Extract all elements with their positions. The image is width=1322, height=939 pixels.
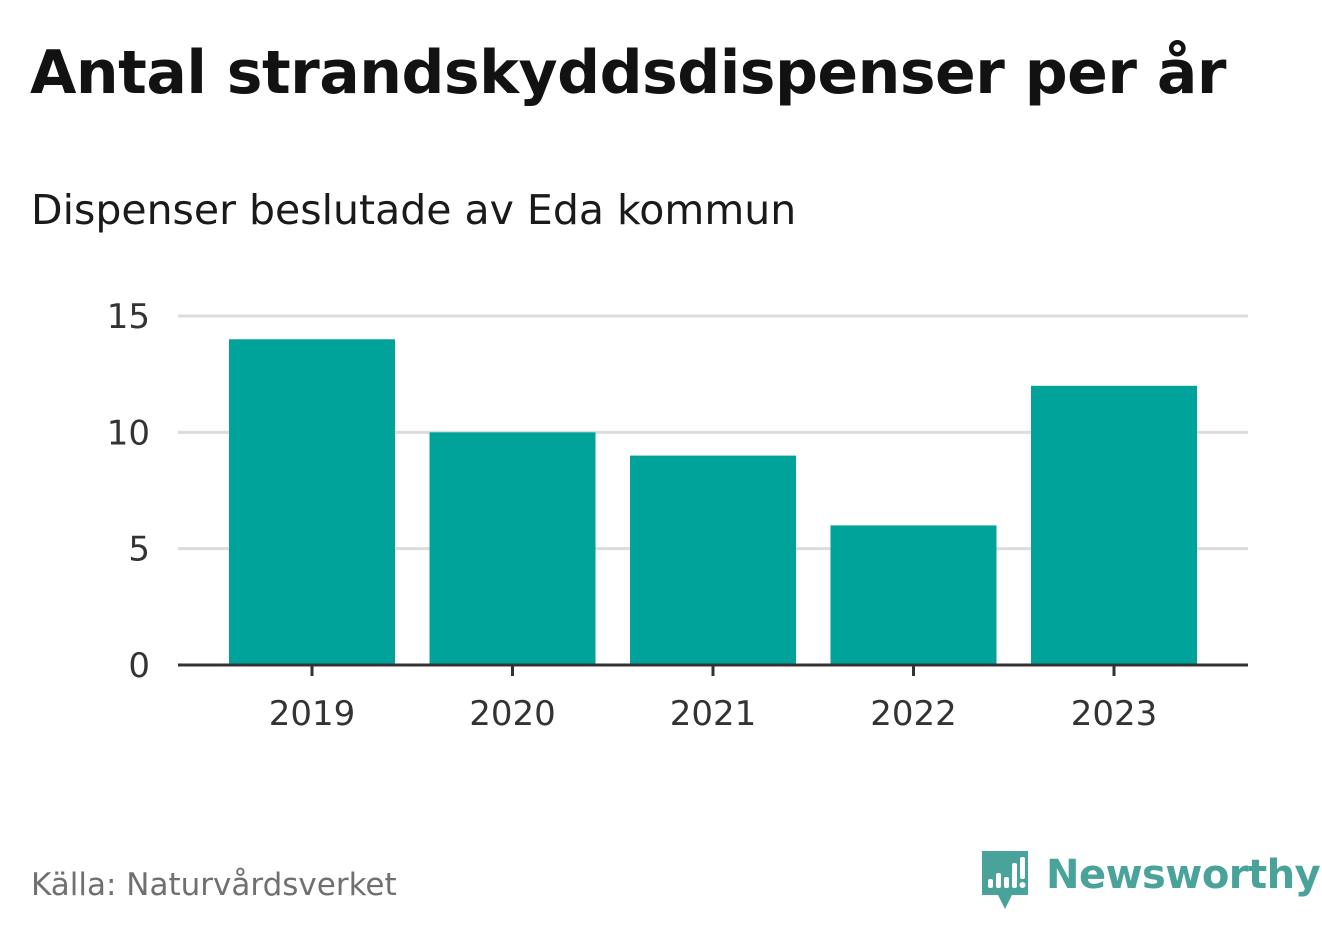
bar-2022[interactable] xyxy=(830,525,997,665)
brand-logo[interactable]: Newsworthy xyxy=(980,848,1321,912)
bar-2023[interactable] xyxy=(1031,385,1197,665)
chart-subtitle: Dispenser beslutade av Eda kommun xyxy=(31,186,797,234)
newsworthy-logo-icon xyxy=(982,851,1028,909)
y-tick-label-15: 15 xyxy=(107,297,150,337)
x-tick-label-2023: 2023 xyxy=(1071,694,1158,734)
y-tick-label-10: 10 xyxy=(107,413,150,453)
bar-2020[interactable] xyxy=(429,432,596,665)
x-axis-labels: 2019 2020 2021 2022 2023 xyxy=(269,694,1158,734)
source-note: Källa: Naturvårdsverket xyxy=(31,867,397,903)
y-axis-labels: 0 5 10 15 xyxy=(107,297,150,686)
x-axis xyxy=(178,663,1248,676)
x-tick-label-2020: 2020 xyxy=(469,694,556,734)
x-tick-label-2019: 2019 xyxy=(269,694,356,734)
x-tick-label-2022: 2022 xyxy=(870,694,957,734)
chart-title: Antal strandskyddsdispenser per år xyxy=(30,38,1226,108)
y-tick-label-5: 5 xyxy=(128,530,150,570)
bars xyxy=(229,339,1197,665)
bar-2021[interactable] xyxy=(630,455,796,665)
y-tick-label-0: 0 xyxy=(128,646,150,686)
x-tick-label-2021: 2021 xyxy=(670,694,757,734)
bar-2019[interactable] xyxy=(229,339,395,665)
brand-name: Newsworthy xyxy=(1046,852,1321,898)
